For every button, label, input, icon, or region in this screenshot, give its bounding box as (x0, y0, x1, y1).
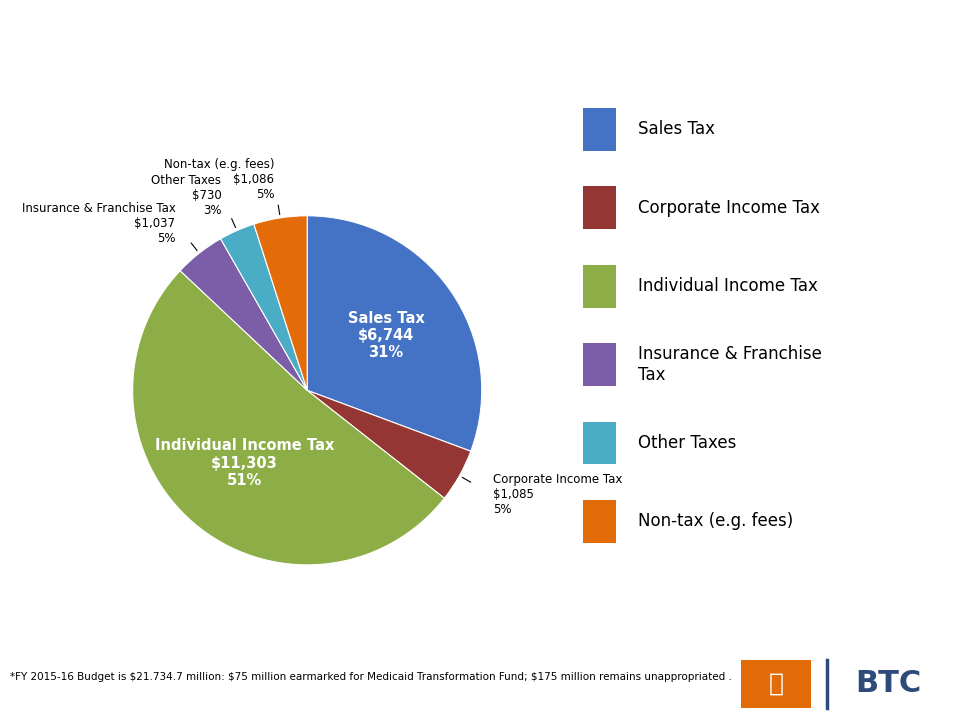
FancyBboxPatch shape (584, 500, 616, 543)
Text: Insurance & Franchise
Tax: Insurance & Franchise Tax (638, 346, 822, 384)
Wedge shape (132, 271, 444, 565)
Text: BTC: BTC (855, 670, 922, 698)
FancyBboxPatch shape (584, 265, 616, 307)
Text: Other Taxes: Other Taxes (638, 434, 736, 452)
Text: *FY 2015-16 Budget is $21.734.7 million: $75 million earmarked for Medicaid Tran: *FY 2015-16 Budget is $21.734.7 million:… (10, 672, 732, 683)
FancyBboxPatch shape (584, 108, 616, 151)
Wedge shape (180, 239, 307, 390)
Text: ⛹: ⛹ (768, 672, 783, 696)
Text: Other Taxes
$730
3%: Other Taxes $730 3% (152, 174, 222, 217)
Text: Individual Income Tax: Individual Income Tax (638, 277, 818, 295)
FancyBboxPatch shape (741, 660, 811, 708)
FancyBboxPatch shape (584, 343, 616, 386)
Text: North Carolina’s income taxes are a key pillar to the state’s ability to meet co: North Carolina’s income taxes are a key … (19, 75, 739, 89)
Wedge shape (307, 216, 482, 451)
Text: Individual Income Tax
$11,303
51%: Individual Income Tax $11,303 51% (155, 438, 334, 488)
Wedge shape (221, 224, 307, 390)
Text: Sales Tax: Sales Tax (638, 120, 715, 138)
Text: Sales Tax
$6,744
31%: Sales Tax $6,744 31% (348, 310, 424, 361)
Text: Non-tax (e.g. fees)
$1,086
5%: Non-tax (e.g. fees) $1,086 5% (164, 158, 275, 202)
FancyBboxPatch shape (584, 422, 616, 464)
Text: Non-tax (e.g. fees): Non-tax (e.g. fees) (638, 513, 793, 531)
FancyBboxPatch shape (584, 186, 616, 229)
Text: Our tax code supports our ability to invest.: Our tax code supports our ability to inv… (19, 25, 762, 54)
Text: Corporate Income Tax: Corporate Income Tax (638, 199, 820, 217)
Text: Insurance & Franchise Tax
$1,037
5%: Insurance & Franchise Tax $1,037 5% (21, 202, 176, 245)
Wedge shape (307, 390, 470, 498)
Text: Corporate Income Tax
$1,085
5%: Corporate Income Tax $1,085 5% (492, 473, 622, 516)
Wedge shape (253, 216, 307, 390)
